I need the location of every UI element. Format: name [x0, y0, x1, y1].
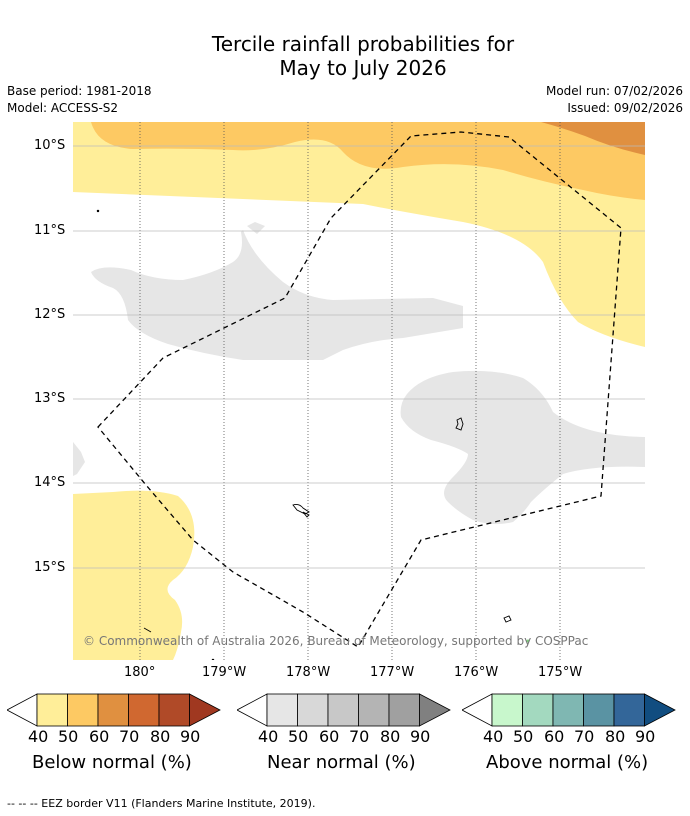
- island-shape: [302, 511, 310, 518]
- island-shape: [526, 639, 530, 643]
- eez-footnote: -- -- -- EEZ border V11 (Flanders Marine…: [7, 797, 316, 810]
- lat-label-10s: 10°S: [34, 138, 66, 153]
- colorbar-above-segment-40: [491, 693, 523, 727]
- colorbar-near-segment-60: [327, 693, 359, 727]
- colorbar-near-min-arrow: [237, 693, 268, 727]
- colorbar-near-segment-70: [358, 693, 390, 727]
- colorbar-below-tick-90: 90: [180, 727, 201, 746]
- map-title-line2: May to July 2026: [279, 56, 447, 80]
- lon-label-177w: 177°W: [370, 665, 415, 680]
- lon-label-179w: 179°W: [202, 665, 247, 680]
- colorbar-below-segment-50: [67, 693, 99, 727]
- lat-label-15s: 15°S: [34, 560, 66, 575]
- colorbar-below-segment-60: [97, 693, 129, 727]
- colorbar-above-tick-70: 70: [574, 727, 595, 746]
- eez-border: [97, 131, 622, 648]
- map-title-line1: Tercile rainfall probabilities for: [211, 32, 515, 56]
- colorbar-above-segment-70: [583, 693, 615, 727]
- colorbar-near-tick-90: 90: [410, 727, 431, 746]
- colorbar-near-tick-50: 50: [288, 727, 309, 746]
- colorbar-below-tick-60: 60: [89, 727, 110, 746]
- lon-label-176w: 176°W: [454, 665, 499, 680]
- lat-label-13s: 13°S: [34, 391, 66, 406]
- colorbar-below-normal: [7, 693, 221, 727]
- colorbar-below-segment-70: [128, 693, 160, 727]
- colorbar-near-normal: [237, 693, 451, 727]
- below-normal-40-zone-southwest: [73, 490, 195, 660]
- colorbar-near-segment-50: [297, 693, 329, 727]
- lat-label-11s: 11°S: [34, 223, 66, 238]
- island-shape: [211, 658, 215, 660]
- colorbar-near-tick-60: 60: [319, 727, 340, 746]
- lat-label-12s: 12°S: [34, 307, 66, 322]
- colorbar-below-tick-80: 80: [150, 727, 171, 746]
- colorbar-above-tick-40: 40: [483, 727, 504, 746]
- base-period: Base period: 1981-2018: [7, 84, 152, 98]
- islands: [96, 209, 530, 660]
- colorbar-below-max-arrow: [189, 693, 221, 727]
- colorbar-above-tick-60: 60: [544, 727, 565, 746]
- below-normal-50-zone-north: [73, 122, 645, 200]
- below-normal-60-zone-corner: [541, 122, 645, 155]
- colorbar-near-segment-40: [266, 693, 298, 727]
- colorbar-above-segment-80: [613, 693, 645, 727]
- colorbar-below-tick-70: 70: [119, 727, 140, 746]
- lon-label-175w: 175°W: [538, 665, 583, 680]
- near-normal-zone-small: [247, 222, 265, 234]
- near-normal-zone-east: [400, 370, 645, 525]
- colorbar-below-min-arrow: [7, 693, 38, 727]
- island-shape: [96, 209, 100, 213]
- model-run: Model run: 07/02/2026: [545, 84, 683, 98]
- latitude-gridlines: [73, 145, 645, 569]
- colorbar-below-tick-50: 50: [58, 727, 79, 746]
- colorbar-above-segment-60: [552, 693, 584, 727]
- colorbar-near-max-arrow: [419, 693, 451, 727]
- colorbar-below-segment-80: [158, 693, 190, 727]
- colorbar-below-tick-40: 40: [28, 727, 49, 746]
- colorbar-below-segment-40: [36, 693, 68, 727]
- colorbar-above-min-arrow: [462, 693, 493, 727]
- colorbar-below-title: Below normal (%): [32, 752, 192, 773]
- below-normal-40-zone-north: [73, 122, 645, 347]
- colorbar-near-segment-80: [388, 693, 420, 727]
- lon-label-178w: 178°W: [286, 665, 331, 680]
- colorbar-above-normal: [462, 693, 676, 727]
- colorbar-near-title: Near normal (%): [267, 752, 416, 773]
- copyright-text: © Commonwealth of Australia 2026, Bureau…: [83, 634, 588, 648]
- colorbar-near-tick-40: 40: [258, 727, 279, 746]
- colorbar-above-tick-50: 50: [513, 727, 534, 746]
- colorbar-above-max-arrow: [644, 693, 676, 727]
- lon-label-180: 180°: [124, 665, 156, 680]
- colorbar-near-tick-80: 80: [380, 727, 401, 746]
- lat-label-14s: 14°S: [34, 475, 66, 490]
- colorbar-near-tick-70: 70: [349, 727, 370, 746]
- island-shape: [503, 615, 512, 623]
- colorbar-above-tick-90: 90: [635, 727, 656, 746]
- colorbar-above-segment-50: [522, 693, 554, 727]
- rainfall-probability-map: © Commonwealth of Australia 2026, Bureau…: [73, 122, 645, 660]
- issued-date: Issued: 09/02/2026: [567, 101, 683, 115]
- model-name: Model: ACCESS-S2: [7, 101, 119, 115]
- colorbar-above-title: Above normal (%): [486, 752, 649, 773]
- near-normal-zone-central: [91, 230, 463, 360]
- colorbar-above-tick-80: 80: [605, 727, 626, 746]
- island-shape: [455, 417, 464, 431]
- near-normal-zone-west-edge: [73, 442, 85, 476]
- island-shape: [143, 627, 152, 633]
